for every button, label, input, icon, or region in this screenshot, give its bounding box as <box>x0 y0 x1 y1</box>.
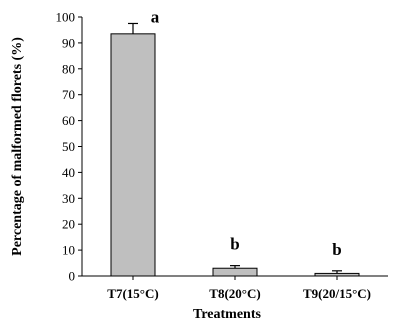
bar <box>110 33 156 277</box>
error-bar <box>332 270 342 274</box>
error-bar <box>230 265 240 269</box>
significance-letter: a <box>151 7 160 26</box>
y-axis-ticks: 0 10 20 30 40 50 60 70 80 90 100 <box>56 10 82 284</box>
y-tick-label: 10 <box>62 243 75 258</box>
significance-letter: b <box>230 235 239 254</box>
category-label: T8(20°C) <box>209 286 260 301</box>
y-tick-label: 40 <box>62 165 75 180</box>
bars <box>110 33 360 277</box>
y-tick-label: 50 <box>62 139 75 154</box>
y-tick-label: 70 <box>62 87 75 102</box>
x-axis-title: Treatments <box>193 307 261 322</box>
category-label: T9(20/15°C) <box>303 286 371 301</box>
error-bars <box>128 22 342 274</box>
y-tick-label: 20 <box>62 217 75 232</box>
bar <box>212 267 258 277</box>
significance-letter: b <box>332 240 341 259</box>
y-tick-label: 0 <box>69 269 76 284</box>
category-label: T7(15°C) <box>107 286 158 301</box>
significance-labels: a b b <box>151 7 342 258</box>
y-tick-label: 80 <box>62 61 75 76</box>
error-bar <box>128 22 138 34</box>
y-axis-title: Percentage of malformed florets (%) <box>10 37 25 256</box>
y-tick-label: 30 <box>62 191 75 206</box>
y-tick-label: 100 <box>56 10 76 25</box>
y-tick-label: 60 <box>62 113 75 128</box>
category-labels: T7(15°C) T8(20°C) T9(20/15°C) <box>107 276 371 301</box>
y-tick-label: 90 <box>62 35 75 50</box>
